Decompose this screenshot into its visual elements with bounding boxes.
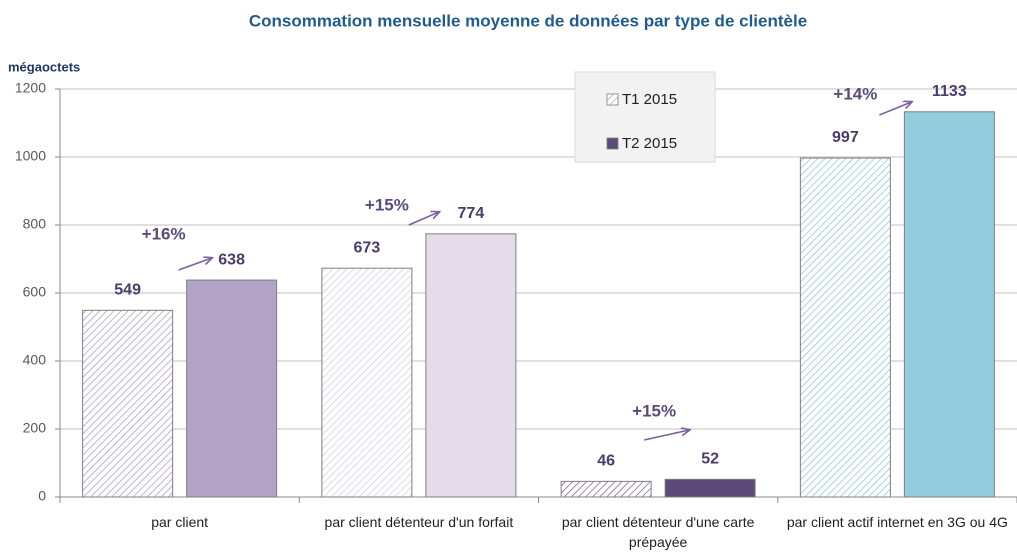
y-axis-label: mégaoctets [8,59,80,74]
annotation-arrow [643,430,689,441]
y-tick-label: 800 [23,216,47,232]
bar [186,279,278,498]
annotation-arrow [178,258,212,271]
legend-swatch [606,93,619,106]
bar [425,233,517,498]
annotation: +14% [833,84,877,103]
bar [321,267,413,498]
x-tick-label: par client détenteur d'un forfait [324,514,514,530]
bar [799,157,891,498]
value-label: 46 [597,453,615,470]
x-tick-label: par client détenteur d'une carte prépayé… [561,514,755,550]
annotation: +15% [632,401,676,420]
annotation-arrow [408,212,439,226]
y-tick-label: 0 [38,488,46,504]
legend-label: T1 2015 [622,91,677,108]
value-label: 1133 [932,83,967,100]
value-label: 774 [458,205,485,222]
y-tick-label: 600 [23,284,47,300]
annotation: +15% [365,195,409,214]
y-tick-label: 200 [23,420,47,436]
legend-label: T2 2015 [622,135,677,152]
bar [560,480,652,498]
y-tick-label: 1200 [15,80,46,96]
value-label: 673 [354,239,381,256]
value-label: 638 [218,251,245,268]
legend-swatch [606,137,619,150]
x-tick-label: par client actif internet en 3G ou 4G [786,514,1008,530]
annotation: +16% [142,224,186,243]
value-label: 997 [832,129,859,146]
y-tick-label: 1000 [15,148,46,164]
chart-title: Consommation mensuelle moyenne de donnée… [249,11,807,30]
value-label: 549 [114,282,141,299]
bar [903,111,995,498]
bar [82,309,174,498]
legend-box [574,71,716,163]
value-label: 52 [701,451,719,468]
x-tick-label: par client [151,514,209,530]
y-tick-label: 400 [23,352,47,368]
bar [664,478,756,498]
annotation-arrow [879,102,911,116]
